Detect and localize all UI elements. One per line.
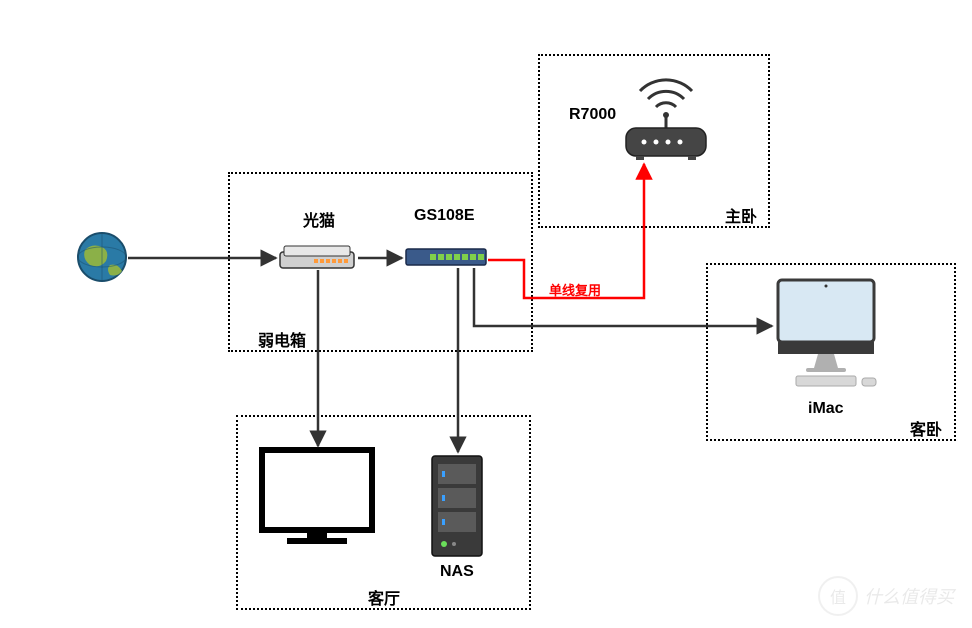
watermark-icon: 值: [818, 576, 858, 616]
watermark: 值 什么值得买: [818, 576, 954, 616]
label-switch: GS108E: [414, 207, 474, 225]
label-nas: NAS: [440, 563, 474, 581]
label-weak-box: 弱电箱: [258, 327, 306, 351]
label-tv: IPTV: [298, 488, 336, 508]
watermark-text: 什么值得买: [864, 583, 954, 609]
label-master-br: 主卧: [725, 203, 757, 227]
room-living: [236, 415, 531, 610]
label-router: R7000: [569, 106, 616, 124]
label-guest-br: 客卧: [910, 416, 942, 440]
room-weak-box: [228, 172, 533, 352]
label-imac: iMac: [808, 400, 844, 418]
room-master-br: [538, 54, 770, 228]
globe-icon: [78, 233, 126, 281]
label-modem: 光猫: [303, 207, 335, 231]
label-living: 客厅: [368, 585, 400, 609]
label-red-line: 单线复用: [549, 280, 601, 299]
